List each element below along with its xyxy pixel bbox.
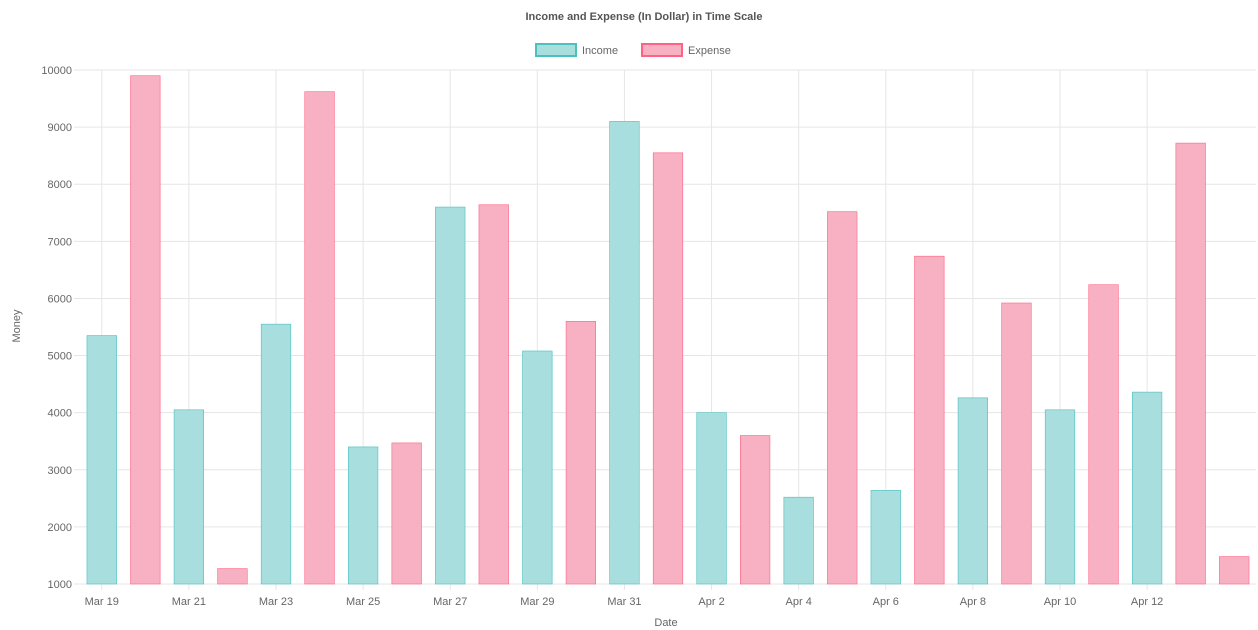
income-bar[interactable] bbox=[86, 335, 117, 585]
expense-bar[interactable] bbox=[304, 91, 335, 585]
expense-bar[interactable] bbox=[1175, 142, 1206, 585]
expense-bar[interactable] bbox=[652, 152, 684, 585]
income-bar[interactable] bbox=[1132, 391, 1163, 585]
expense-bar[interactable] bbox=[1001, 302, 1032, 585]
x-tick-label: Mar 29 bbox=[520, 596, 554, 608]
expense-bar[interactable] bbox=[1219, 556, 1250, 585]
income-bar[interactable] bbox=[696, 412, 727, 585]
income-bar[interactable] bbox=[260, 323, 292, 585]
y-tick-label: 2000 bbox=[48, 522, 72, 534]
x-tick-label: Apr 4 bbox=[786, 596, 812, 608]
expense-bar[interactable] bbox=[391, 442, 422, 585]
legend: Income Expense bbox=[535, 43, 731, 57]
income-bar[interactable] bbox=[348, 446, 379, 585]
income-bar[interactable] bbox=[1044, 409, 1076, 585]
y-tick-label: 5000 bbox=[48, 351, 72, 363]
income-bar[interactable] bbox=[870, 490, 901, 585]
y-tick-label: 4000 bbox=[48, 408, 72, 420]
expense-bar[interactable] bbox=[827, 211, 858, 585]
expense-bar[interactable] bbox=[217, 568, 248, 585]
y-tick-label: 6000 bbox=[48, 293, 72, 305]
x-axis-ticks: Mar 19 Mar 21 Mar 23 Mar 25 Mar 27 Mar 29 Mar … bbox=[85, 596, 1164, 608]
x-tick-label: Mar 27 bbox=[433, 596, 467, 608]
income-bar[interactable] bbox=[522, 350, 553, 585]
x-tick-label: Mar 21 bbox=[172, 596, 206, 608]
y-tick-label: 7000 bbox=[48, 236, 72, 248]
expense-bar[interactable] bbox=[740, 435, 771, 585]
income-bar[interactable] bbox=[435, 206, 466, 585]
expense-bar[interactable] bbox=[1088, 284, 1119, 585]
bars bbox=[86, 75, 1250, 585]
y-axis-ticks: 1000 2000 3000 4000 5000 6000 7000 8000 9000 1000… bbox=[41, 65, 72, 591]
legend-income-label[interactable]: Income bbox=[582, 45, 618, 57]
x-tick-label: Mar 31 bbox=[607, 596, 641, 608]
income-bar[interactable] bbox=[783, 496, 814, 585]
x-tick-label: Apr 2 bbox=[698, 596, 724, 608]
y-tick-label: 3000 bbox=[48, 465, 72, 477]
expense-bar[interactable] bbox=[130, 75, 161, 585]
x-tick-label: Mar 19 bbox=[85, 596, 119, 608]
income-bar[interactable] bbox=[173, 409, 204, 585]
legend-expense-swatch[interactable] bbox=[641, 43, 683, 57]
y-tick-label: 1000 bbox=[48, 579, 72, 591]
x-tick-label: Apr 8 bbox=[960, 596, 986, 608]
x-tick-label: Apr 6 bbox=[873, 596, 899, 608]
y-tick-label: 9000 bbox=[48, 122, 72, 134]
x-tick-label: Apr 12 bbox=[1131, 596, 1163, 608]
expense-bar[interactable] bbox=[565, 320, 596, 585]
expense-bar[interactable] bbox=[478, 204, 509, 585]
chart-title: Income and Expense (In Dollar) in Time S… bbox=[526, 11, 763, 23]
income-bar[interactable] bbox=[609, 121, 640, 585]
legend-income-swatch[interactable] bbox=[535, 43, 577, 57]
legend-expense-label[interactable]: Expense bbox=[688, 45, 731, 57]
x-tick-label: Mar 25 bbox=[346, 596, 380, 608]
expense-bar[interactable] bbox=[914, 255, 945, 585]
y-axis-label: Money bbox=[11, 309, 23, 343]
x-tick-label: Apr 10 bbox=[1044, 596, 1076, 608]
income-bar[interactable] bbox=[957, 397, 988, 585]
y-tick-label: 10000 bbox=[41, 65, 72, 77]
x-axis-label: Date bbox=[654, 617, 677, 629]
x-tick-label: Mar 23 bbox=[259, 596, 293, 608]
y-tick-label: 8000 bbox=[48, 179, 72, 191]
